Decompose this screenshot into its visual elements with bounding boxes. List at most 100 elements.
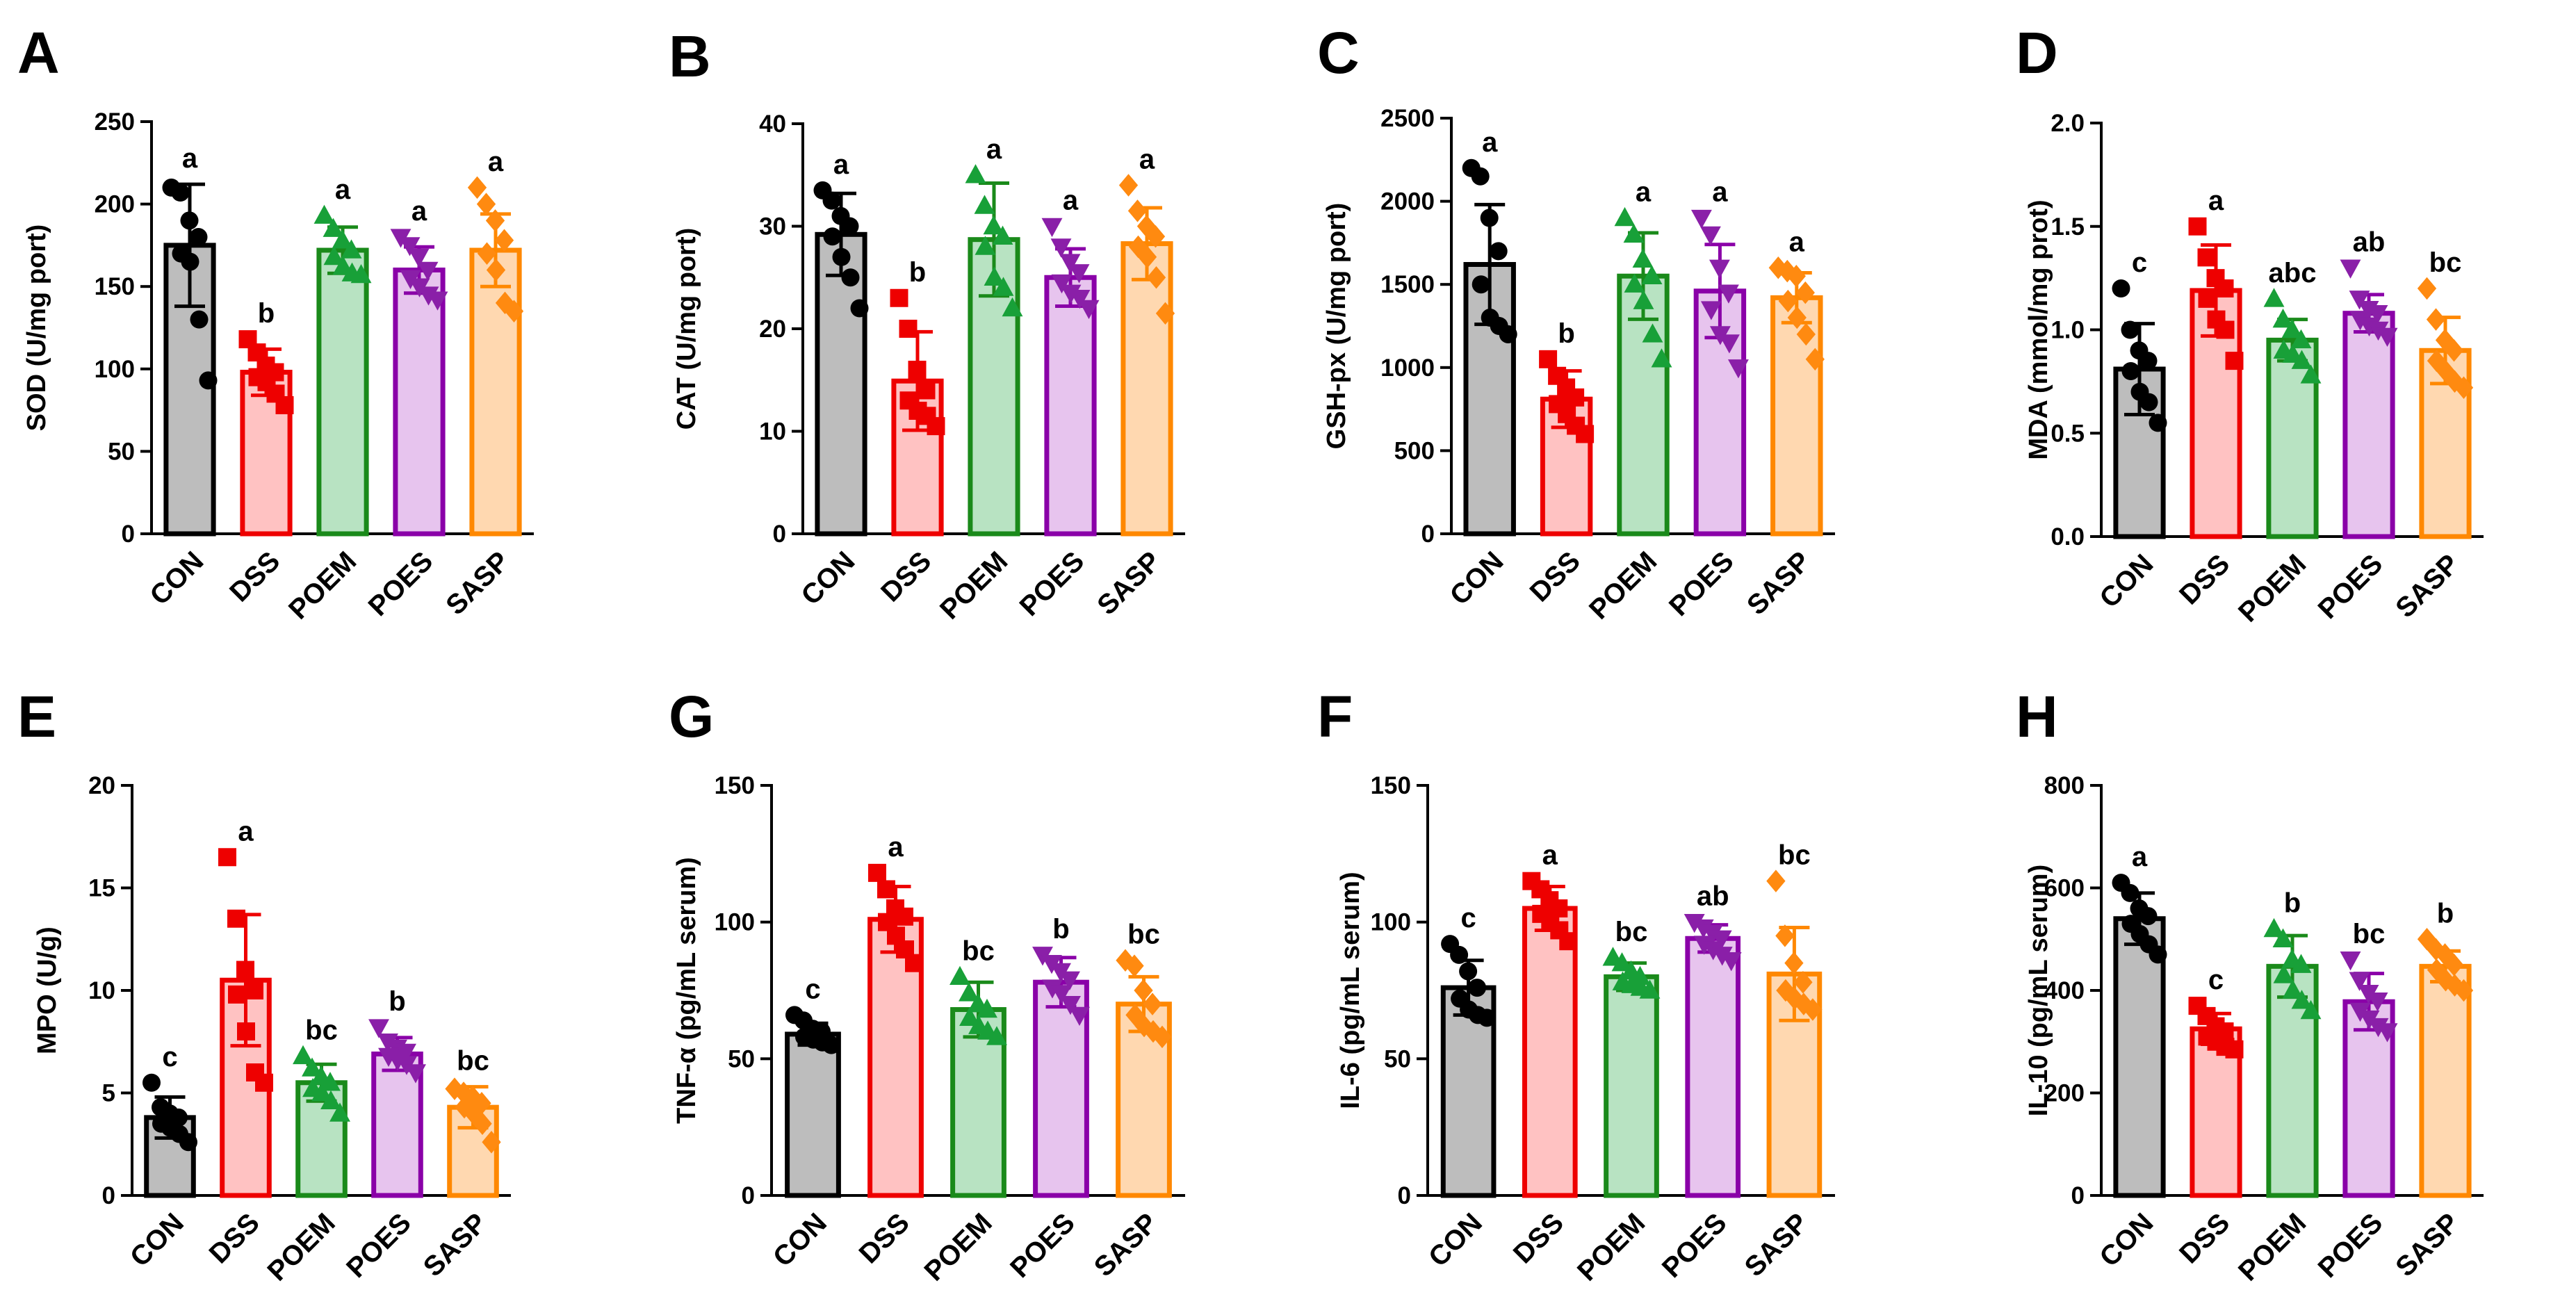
x-tick-label: SASP [2390, 1207, 2465, 1282]
data-point [1069, 290, 1091, 309]
data-point [2290, 954, 2312, 973]
bar-sasp [469, 247, 522, 537]
x-tick-label: POEM [261, 1207, 341, 1287]
x-tick-label: POEM [1572, 1207, 1651, 1287]
data-point [1499, 325, 1517, 343]
data-point [959, 1006, 980, 1027]
significance-label: a [1482, 127, 1498, 158]
x-tick-label: DSS [204, 1207, 266, 1269]
data-point [2367, 305, 2388, 325]
x-tick-label: CON [795, 546, 861, 611]
data-point [2263, 288, 2285, 307]
bar-poes [393, 267, 446, 537]
data-point [1787, 306, 1807, 329]
y-tick-label: 600 [2044, 875, 2085, 902]
data-point [1786, 264, 1806, 288]
y-axis-label: MDA (mmol/mg prot) [2024, 199, 2053, 459]
data-point [275, 395, 294, 414]
data-point [473, 1112, 492, 1135]
data-point [2444, 339, 2464, 362]
data-point [2454, 979, 2474, 1002]
data-point [1785, 987, 1804, 1011]
data-point [1709, 259, 1730, 279]
bar-poem [1604, 974, 1659, 1198]
y-tick-label: 1.5 [2051, 213, 2085, 240]
data-point [2367, 993, 2388, 1012]
data-point [1002, 297, 1023, 317]
x-tick-label: POES [1014, 546, 1091, 622]
x-tick-label: POEM [918, 1207, 997, 1287]
significance-label: b [1052, 914, 1069, 945]
data-point [1633, 290, 1654, 309]
data-point [917, 381, 936, 400]
x-tick-label: CON [1423, 1207, 1488, 1273]
data-point [1684, 913, 1705, 933]
y-tick-label: 0 [1421, 521, 1435, 548]
data-point [1632, 248, 1654, 268]
data-point [2367, 321, 2389, 341]
data-point [959, 982, 979, 1002]
significance-label: a [2208, 186, 2224, 216]
data-point [1051, 274, 1073, 294]
data-point [2377, 1023, 2398, 1043]
significance-label: abc [2269, 258, 2317, 288]
data-point [992, 225, 1013, 245]
significance-label: a [1063, 186, 1079, 216]
bar-sasp [2419, 963, 2472, 1198]
x-tick-label: DSS [1524, 546, 1586, 607]
data-point [477, 242, 497, 266]
data-point [2198, 289, 2217, 308]
data-point [1127, 199, 1148, 222]
significance-label: b [2437, 898, 2454, 929]
significance-label: a [1712, 177, 1728, 208]
y-tick-label: 0 [122, 521, 135, 548]
data-point [1059, 971, 1080, 990]
data-point [180, 211, 199, 230]
y-tick-label: 500 [1394, 437, 1435, 464]
data-point [1693, 936, 1715, 955]
data-point [237, 1022, 255, 1040]
y-tick-label: 150 [95, 273, 135, 300]
data-point [171, 183, 190, 202]
y-tick-label: 20 [759, 316, 786, 343]
data-point [329, 1102, 350, 1122]
significance-label: bc [2353, 919, 2386, 949]
data-point [218, 848, 236, 867]
data-point [476, 193, 496, 215]
bar-sasp [1120, 241, 1173, 537]
significance-label: bc [962, 936, 995, 966]
data-point [2272, 309, 2294, 328]
data-point [323, 245, 345, 266]
y-tick-label: 150 [1371, 772, 1411, 799]
data-point [2188, 217, 2207, 236]
data-point [1041, 218, 1063, 238]
y-tick-label: 0.5 [2051, 420, 2085, 447]
data-point [1795, 281, 1815, 304]
x-tick-label: POEM [2233, 1207, 2312, 1287]
x-tick-label: DSS [1508, 1207, 1570, 1269]
x-tick-label: POES [341, 1207, 417, 1284]
data-point [2282, 979, 2304, 999]
bar-poes [1685, 936, 1741, 1198]
data-point [1699, 226, 1721, 246]
data-point [2112, 279, 2130, 297]
data-point [2225, 1040, 2244, 1059]
data-point [2417, 277, 2437, 300]
x-tick-label: POES [2313, 1207, 2389, 1284]
y-tick-label: 0 [102, 1182, 115, 1209]
data-point [1776, 979, 1795, 1002]
data-point [2454, 376, 2474, 400]
data-point [494, 229, 514, 252]
significance-label: a [238, 816, 254, 847]
data-point [1078, 300, 1100, 320]
data-point [323, 218, 344, 237]
x-tick-label: SASP [1089, 1207, 1164, 1282]
data-point [1700, 301, 1722, 320]
data-point [1711, 930, 1732, 949]
data-point [1614, 206, 1636, 227]
data-point [1711, 947, 1733, 966]
y-tick-label: 50 [728, 1045, 755, 1072]
x-tick-label: CON [124, 1207, 190, 1273]
data-point [1566, 388, 1585, 407]
data-point [332, 229, 353, 249]
